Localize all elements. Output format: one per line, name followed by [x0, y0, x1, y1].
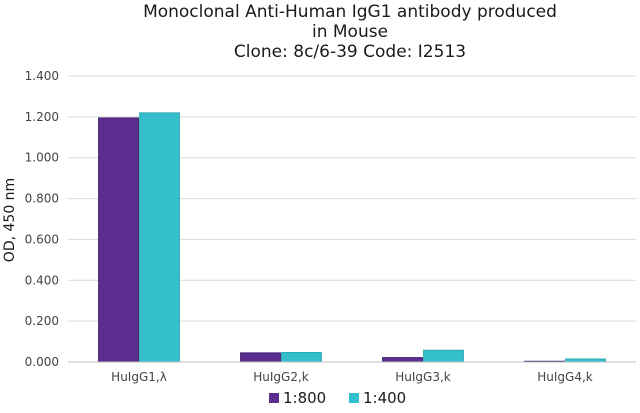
legend: 1:800 1:400	[269, 389, 406, 407]
y-tick-label: 1.400	[25, 69, 59, 83]
y-axis-label: OD, 450 nm	[2, 178, 18, 262]
x-axis-categories: HuIgG1,λ HuIgG2,k HuIgG3,k HuIgG4,k	[111, 370, 593, 384]
legend-swatch	[269, 393, 279, 403]
x-category-label: HuIgG2,k	[253, 370, 309, 384]
bar-1400-2	[423, 349, 464, 363]
bar-1800-0	[98, 117, 139, 363]
y-tick-label: 0.600	[25, 232, 59, 246]
legend-label: 1:800	[283, 389, 326, 407]
y-tick-label: 0.000	[25, 355, 59, 369]
chart-title-line-3: Clone: 8c/6-39 Code: I2513	[234, 42, 466, 62]
y-tick-label: 0.800	[25, 192, 59, 206]
bar-1400-1	[281, 351, 322, 363]
y-tick-label: 1.000	[25, 151, 59, 165]
bars	[98, 112, 606, 363]
x-category-label: HuIgG1,λ	[111, 370, 167, 384]
legend-swatch	[349, 393, 359, 403]
chart-title-line-2: in Mouse	[312, 22, 388, 42]
chart-title-line-1: Monoclonal Anti-Human IgG1 antibody prod…	[143, 2, 557, 22]
bar-1800-1	[240, 352, 281, 363]
chart-title: Monoclonal Anti-Human IgG1 antibody prod…	[143, 2, 557, 62]
y-tick-label: 1.200	[25, 110, 59, 124]
x-category-label: HuIgG4,k	[537, 370, 593, 384]
bar-1400-0	[139, 112, 180, 363]
y-tick-label: 0.200	[25, 314, 59, 328]
legend-label: 1:400	[363, 389, 406, 407]
bar-1800-2	[382, 357, 423, 363]
y-axis-ticks: 0.000 0.200 0.400 0.600 0.800 1.000 1.200 1.400	[25, 69, 59, 369]
x-category-label: HuIgG3,k	[395, 370, 451, 384]
y-tick-label: 0.400	[25, 273, 59, 287]
